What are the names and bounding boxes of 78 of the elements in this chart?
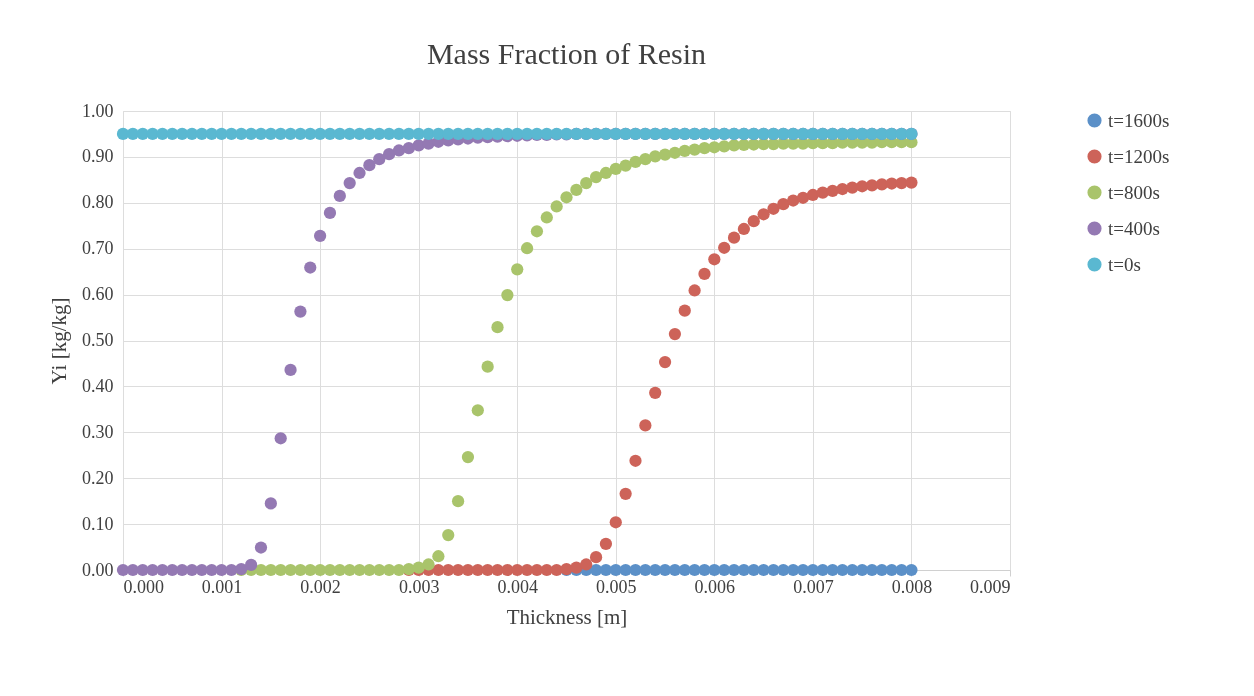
y-tick-label: 0.00 bbox=[82, 559, 114, 580]
point bbox=[639, 419, 652, 432]
point bbox=[649, 386, 662, 399]
y-tick-label: 0.90 bbox=[82, 146, 114, 167]
x-tick-label: 0.005 bbox=[596, 576, 637, 597]
x-tick-label: 0.008 bbox=[891, 576, 933, 597]
point bbox=[471, 563, 484, 577]
point bbox=[461, 563, 475, 577]
point bbox=[796, 563, 810, 577]
x-tick-label: 0.003 bbox=[398, 576, 440, 597]
point bbox=[609, 516, 622, 529]
y-tick-label: 0.80 bbox=[82, 192, 114, 213]
point bbox=[747, 215, 760, 228]
point bbox=[816, 563, 829, 577]
legend-label: t=1200s bbox=[1108, 145, 1170, 167]
legend-label: t=400s bbox=[1108, 217, 1160, 239]
point bbox=[658, 355, 672, 369]
point bbox=[658, 563, 672, 577]
x-tick-label: 0.002 bbox=[300, 576, 341, 597]
x-tick-label: 0.006 bbox=[694, 576, 736, 597]
x-tick-label: 0.009 bbox=[970, 576, 1011, 597]
point bbox=[708, 253, 721, 266]
point bbox=[520, 563, 534, 577]
point bbox=[668, 327, 682, 341]
y-tick-label: 0.10 bbox=[82, 513, 114, 534]
point bbox=[599, 563, 613, 577]
point bbox=[865, 179, 879, 192]
point bbox=[905, 563, 918, 577]
point bbox=[589, 551, 603, 564]
point bbox=[806, 188, 820, 202]
point bbox=[737, 222, 751, 236]
point bbox=[806, 563, 820, 577]
y-tick-label: 0.70 bbox=[82, 238, 114, 259]
point bbox=[678, 304, 691, 317]
point bbox=[619, 487, 632, 500]
legend-label: t=1600s bbox=[1108, 109, 1170, 131]
point bbox=[865, 563, 879, 577]
point bbox=[688, 284, 701, 297]
chart-title: Mass Fraction of Resin bbox=[426, 37, 707, 70]
y-tick-label: 0.40 bbox=[82, 375, 114, 396]
x-tick-label: 0.007 bbox=[793, 576, 834, 597]
point bbox=[727, 231, 741, 244]
y-tick-label: 0.60 bbox=[82, 284, 114, 305]
point bbox=[599, 537, 613, 550]
point bbox=[856, 180, 869, 193]
point bbox=[777, 198, 790, 211]
point bbox=[698, 267, 711, 281]
y-tick-label: 1.00 bbox=[82, 100, 114, 121]
x-tick-label: 0.000 bbox=[123, 576, 164, 597]
y-tick-label: 0.30 bbox=[82, 421, 114, 442]
legend-label: t=0s bbox=[1108, 253, 1141, 275]
point bbox=[451, 563, 465, 577]
legend-label: t=800s bbox=[1108, 181, 1160, 203]
point bbox=[629, 454, 642, 467]
point bbox=[678, 563, 691, 577]
y-axis-title: Yi [kg/kg] bbox=[47, 297, 71, 385]
point bbox=[905, 176, 918, 189]
x-tick-label: 0.001 bbox=[201, 576, 243, 597]
point bbox=[530, 563, 544, 577]
point bbox=[875, 563, 888, 577]
point bbox=[718, 241, 731, 254]
point bbox=[540, 563, 553, 577]
x-tick-label: 0.004 bbox=[497, 576, 538, 597]
x-axis-title: Thickness [m] bbox=[506, 604, 628, 629]
y-tick-label: 0.50 bbox=[82, 330, 114, 350]
point bbox=[609, 563, 622, 577]
point bbox=[668, 563, 682, 577]
point bbox=[757, 208, 770, 221]
point bbox=[737, 563, 751, 577]
point bbox=[885, 563, 898, 577]
point bbox=[767, 202, 780, 215]
point bbox=[727, 563, 741, 577]
point bbox=[796, 191, 810, 204]
point bbox=[747, 563, 760, 577]
point bbox=[580, 558, 593, 571]
y-tick-label: 0.20 bbox=[82, 467, 114, 488]
point bbox=[511, 563, 524, 577]
point bbox=[787, 194, 800, 207]
